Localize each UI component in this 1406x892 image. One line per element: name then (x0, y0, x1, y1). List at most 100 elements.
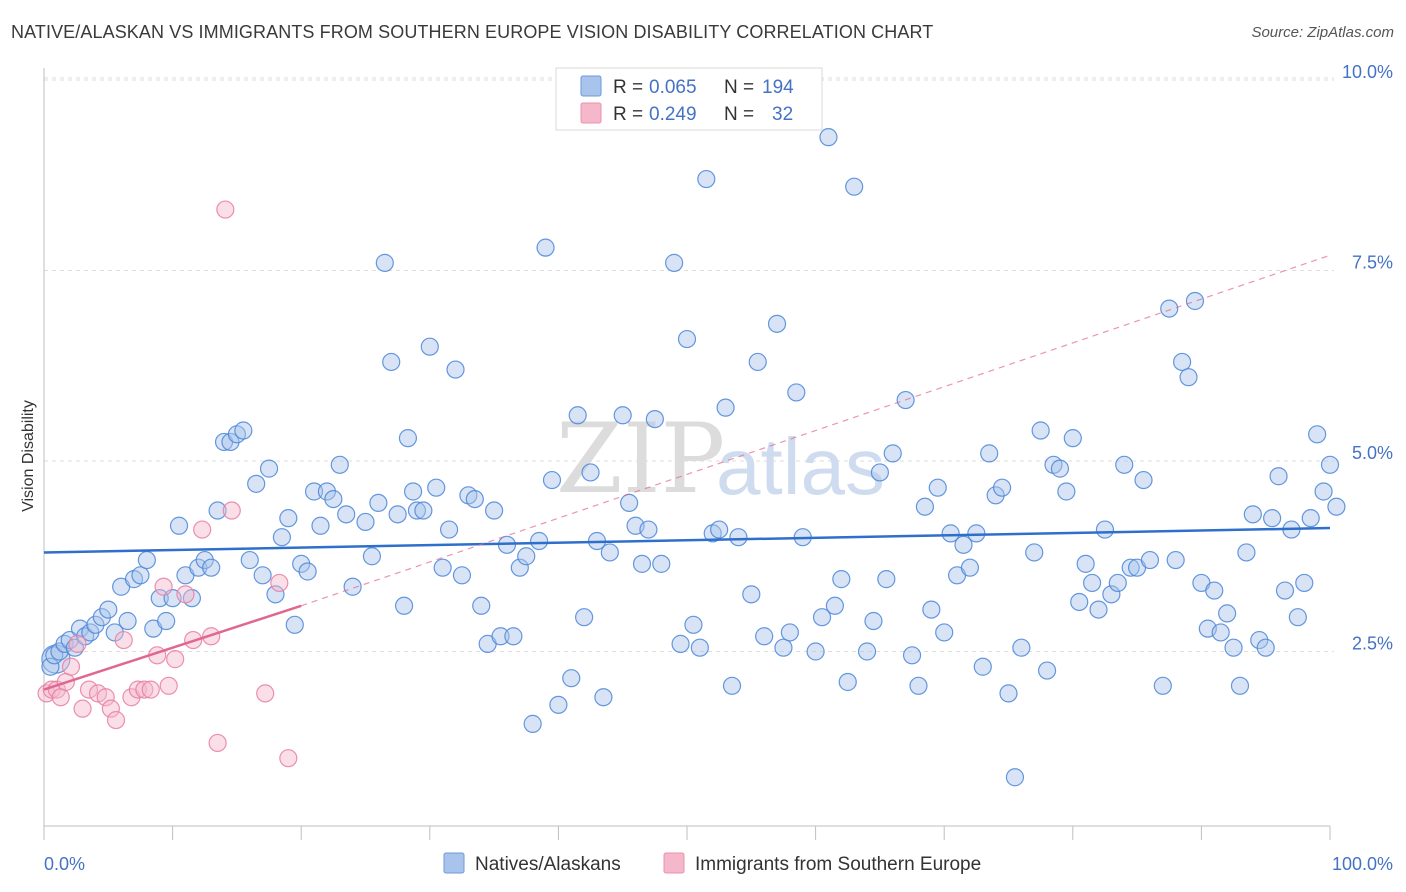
point-natives-98 (671, 634, 690, 653)
point-natives-10 (86, 615, 105, 634)
point-immigrants-17 (141, 680, 160, 699)
legend-r-label-2: R = (613, 104, 643, 125)
point-natives-42 (292, 554, 311, 573)
point-natives-123 (857, 642, 877, 661)
series-natives-alaskans (41, 128, 1346, 787)
point-natives-51 (356, 512, 375, 532)
correlation-legend: R = 0.065 N = 194 R = 0.249 N = 32 (555, 67, 823, 131)
point-natives-154 (1070, 592, 1089, 612)
point-natives-139 (967, 524, 986, 543)
point-natives-76 (510, 558, 529, 577)
point-natives-45 (311, 516, 330, 535)
point-natives-67 (452, 566, 472, 585)
point-natives-64 (433, 558, 452, 577)
point-natives-159 (1102, 585, 1121, 604)
point-natives-120 (832, 570, 851, 589)
point-natives-15 (118, 611, 137, 631)
point-immigrants-12 (106, 710, 126, 730)
point-natives-190 (1308, 425, 1327, 444)
source-credit: Source: ZipAtlas.com (1251, 24, 1394, 41)
point-natives-127 (883, 444, 902, 463)
point-immigrants-26 (208, 733, 227, 753)
watermark-zip: ZIP (556, 403, 725, 515)
point-natives-58 (398, 429, 418, 448)
point-natives-113 (780, 623, 799, 642)
point-immigrants-27 (216, 200, 235, 219)
legend-n-value-2: 32 (772, 104, 793, 125)
point-immigrants-16 (135, 680, 154, 699)
y-axis-label: Vision Disability (20, 400, 37, 512)
watermark: ZIP atlas (556, 403, 885, 515)
point-natives-72 (485, 501, 504, 520)
bottom-legend-label-pink: Immigrants from Southern Europe (695, 854, 981, 875)
point-natives-62 (420, 337, 439, 356)
point-natives-137 (954, 535, 973, 554)
point-natives-48 (330, 455, 349, 474)
trend-lines (43, 254, 1331, 691)
point-natives-73 (491, 627, 510, 646)
point-natives-81 (542, 470, 562, 490)
point-natives-75 (504, 627, 523, 646)
point-natives-148 (1031, 421, 1050, 440)
point-natives-31 (221, 432, 240, 452)
point-natives-168 (1166, 550, 1185, 570)
point-natives-102 (697, 169, 716, 189)
point-immigrants-8 (79, 680, 99, 699)
point-natives-77 (517, 547, 536, 566)
point-immigrants-31 (279, 749, 298, 768)
legend-n-label-1: N = (724, 77, 754, 98)
point-natives-135 (941, 524, 960, 543)
point-immigrants-15 (128, 680, 147, 699)
point-natives-177 (1224, 638, 1243, 657)
point-immigrants-20 (159, 676, 178, 695)
point-natives-26 (189, 558, 208, 577)
point-natives-100 (684, 615, 703, 634)
point-natives-91 (620, 493, 639, 513)
grid-lines (44, 77, 1334, 652)
point-natives-90 (613, 406, 632, 425)
bottom-legend-swatch-pink (663, 852, 685, 874)
point-natives-133 (928, 478, 947, 497)
point-natives-27 (195, 550, 214, 570)
point-natives-118 (819, 128, 838, 147)
point-natives-83 (562, 669, 581, 688)
point-natives-151 (1050, 459, 1070, 478)
point-natives-176 (1218, 604, 1237, 623)
point-natives-17 (131, 566, 150, 585)
point-natives-105 (716, 398, 735, 417)
point-natives-50 (343, 577, 362, 596)
point-natives-138 (960, 558, 980, 577)
point-natives-94 (639, 520, 658, 539)
point-natives-95 (645, 409, 664, 429)
bottom-legend-label-blue: Natives/Alaskans (475, 854, 621, 875)
trend-line-natives (43, 526, 1331, 554)
series-immigrants-southern-europe (37, 200, 298, 768)
point-natives-140 (973, 657, 992, 676)
point-natives-116 (806, 642, 825, 661)
point-natives-167 (1160, 299, 1179, 318)
point-natives-49 (337, 505, 356, 524)
point-natives-97 (665, 253, 684, 272)
point-natives-160 (1108, 573, 1127, 593)
point-natives-43 (298, 562, 317, 581)
point-immigrants-6 (68, 634, 87, 653)
point-natives-141 (980, 444, 999, 463)
point-natives-11 (92, 608, 111, 627)
point-natives-88 (594, 688, 613, 707)
point-natives-78 (523, 714, 542, 733)
point-natives-132 (922, 600, 941, 619)
point-natives-18 (137, 550, 156, 570)
point-natives-114 (787, 383, 806, 402)
point-natives-57 (394, 596, 414, 615)
point-natives-47 (324, 490, 343, 509)
point-natives-152 (1057, 482, 1076, 501)
point-natives-129 (902, 646, 922, 665)
point-natives-175 (1211, 623, 1230, 642)
x-tick-label-max: 100.0% (1332, 854, 1393, 874)
point-natives-117 (812, 608, 832, 627)
point-natives-157 (1089, 600, 1108, 619)
point-immigrants-13 (114, 630, 133, 650)
point-natives-178 (1230, 676, 1250, 695)
chart-title: NATIVE/ALASKAN VS IMMIGRANTS FROM SOUTHE… (11, 22, 934, 42)
